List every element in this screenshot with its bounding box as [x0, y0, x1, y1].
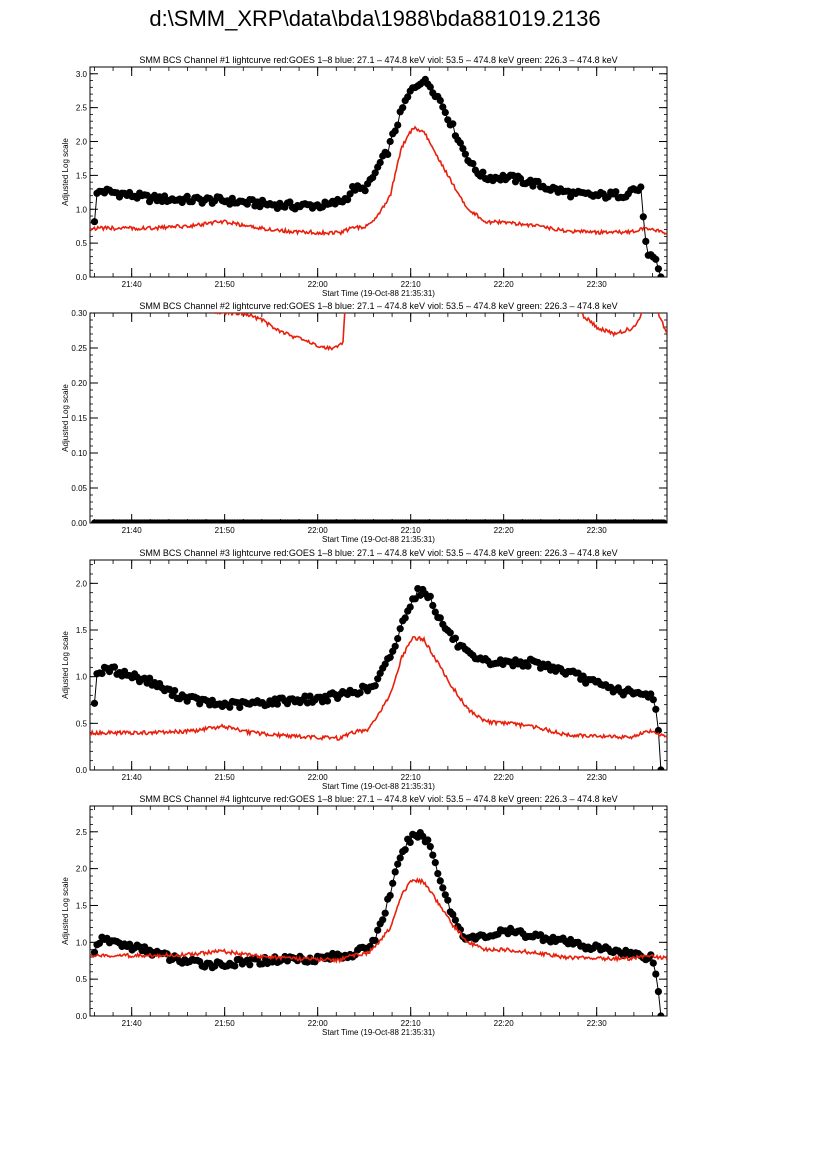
x-tick-label: 22:20 — [494, 1019, 515, 1028]
y-tick-label: 0.30 — [71, 309, 87, 318]
plot-frame — [89, 312, 668, 524]
x-tick-label: 22:00 — [308, 773, 329, 782]
data-point — [90, 699, 99, 707]
y-tick-label: 0.25 — [71, 344, 87, 353]
x-tick-label: 21:50 — [215, 773, 236, 782]
plot-area — [90, 585, 667, 770]
y-tick-label: 1.0 — [76, 673, 88, 682]
series-0-line — [94, 586, 662, 770]
x-tick-label: 22:10 — [401, 280, 422, 289]
plot-area — [90, 829, 667, 1016]
x-tick-label: 21:50 — [215, 1019, 236, 1028]
chart-title: SMM BCS Channel #3 lightcurve red:GOES 1… — [139, 548, 617, 558]
chart-panel-4: SMM BCS Channel #4 lightcurve red:GOES 1… — [61, 794, 668, 1037]
y-tick-label: 0.0 — [76, 766, 88, 775]
y-axis-label: Adjusted Log scale — [61, 384, 70, 452]
x-tick-label: 22:20 — [494, 526, 515, 535]
x-tick-label: 22:00 — [308, 526, 329, 535]
chart-title: SMM BCS Channel #4 lightcurve red:GOES 1… — [139, 794, 617, 804]
x-tick-label: 22:00 — [308, 280, 329, 289]
series-0-markers — [90, 519, 667, 523]
y-tick-label: 1.5 — [76, 171, 88, 180]
x-axis-label: Start Time (19-Oct-88 21:35:31) — [322, 1028, 435, 1037]
x-tick-label: 22:10 — [401, 526, 422, 535]
y-axis-label: Adjusted Log scale — [61, 877, 70, 945]
chart-panel-3: SMM BCS Channel #3 lightcurve red:GOES 1… — [61, 548, 668, 791]
y-tick-label: 0.0 — [76, 273, 88, 282]
y-tick-label: 0.00 — [71, 519, 87, 528]
plot-frame — [89, 66, 668, 278]
series-1-line — [90, 635, 667, 741]
series-1-line — [90, 877, 667, 964]
x-tick-label: 21:40 — [122, 526, 143, 535]
x-tick-label: 22:10 — [401, 1019, 422, 1028]
plot-area — [90, 313, 667, 523]
y-tick-label: 0.5 — [76, 239, 88, 248]
y-tick-label: 1.0 — [76, 205, 88, 214]
y-tick-label: 2.0 — [76, 865, 88, 874]
series-1-line — [90, 125, 667, 237]
series-0-markers — [90, 75, 665, 277]
page-title: d:\SMM_XRP\data\bda\1988\bda881019.2136 — [149, 6, 601, 31]
x-tick-label: 21:50 — [215, 526, 236, 535]
plot-area — [90, 75, 667, 277]
x-tick-label: 22:20 — [494, 773, 515, 782]
chart-panel-1: SMM BCS Channel #1 lightcurve red:GOES 1… — [61, 55, 668, 298]
x-tick-label: 21:40 — [122, 1019, 143, 1028]
y-tick-label: 0.05 — [71, 484, 87, 493]
x-tick-label: 22:30 — [587, 773, 608, 782]
data-point — [660, 519, 667, 523]
x-tick-label: 22:30 — [587, 1019, 608, 1028]
y-axis-label: Adjusted Log scale — [61, 138, 70, 206]
y-tick-label: 0.10 — [71, 449, 87, 458]
x-axis-label: Start Time (19-Oct-88 21:35:31) — [322, 782, 435, 791]
y-axis-label: Adjusted Log scale — [61, 631, 70, 699]
x-axis-label: Start Time (19-Oct-88 21:35:31) — [322, 289, 435, 298]
x-tick-label: 21:50 — [215, 280, 236, 289]
chart-panel-2: SMM BCS Channel #2 lightcurve red:GOES 1… — [61, 301, 668, 544]
plot-frame — [89, 805, 668, 1017]
x-tick-label: 22:20 — [494, 280, 515, 289]
x-axis-label: Start Time (19-Oct-88 21:35:31) — [322, 535, 435, 544]
data-point — [90, 948, 99, 956]
series-0-line — [94, 78, 662, 277]
y-tick-label: 1.0 — [76, 938, 88, 947]
x-tick-label: 21:40 — [122, 773, 143, 782]
x-tick-label: 22:10 — [401, 773, 422, 782]
y-tick-label: 0.5 — [76, 719, 88, 728]
y-tick-label: 1.5 — [76, 626, 88, 635]
series-0-markers — [90, 829, 665, 1016]
y-tick-label: 1.5 — [76, 901, 88, 910]
series-0-line — [94, 831, 662, 1016]
plot-frame — [89, 559, 668, 771]
chart-title: SMM BCS Channel #2 lightcurve red:GOES 1… — [139, 301, 617, 311]
y-tick-label: 0.0 — [76, 1012, 88, 1021]
y-tick-label: 3.0 — [76, 70, 88, 79]
y-tick-label: 0.5 — [76, 975, 88, 984]
y-tick-label: 2.0 — [76, 579, 88, 588]
y-tick-label: 0.15 — [71, 414, 87, 423]
y-tick-label: 0.20 — [71, 379, 87, 388]
y-tick-label: 2.5 — [76, 104, 88, 113]
x-tick-label: 22:30 — [587, 526, 608, 535]
x-tick-label: 22:00 — [308, 1019, 329, 1028]
x-tick-label: 22:30 — [587, 280, 608, 289]
data-point — [657, 273, 665, 277]
y-tick-label: 2.5 — [76, 828, 88, 837]
x-tick-label: 21:40 — [122, 280, 143, 289]
y-tick-label: 2.0 — [76, 138, 88, 147]
chart-title: SMM BCS Channel #1 lightcurve red:GOES 1… — [139, 55, 617, 65]
